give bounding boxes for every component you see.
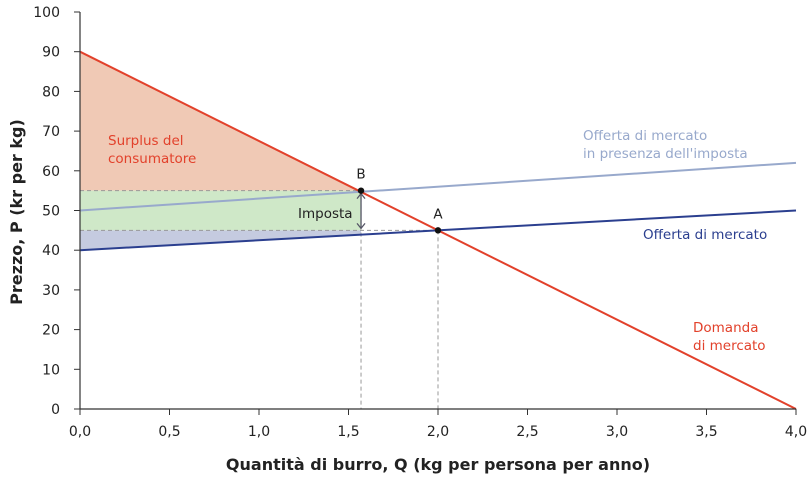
demand-label-1: Domanda bbox=[693, 320, 758, 336]
y-tick-label: 100 bbox=[33, 5, 60, 21]
consumer-surplus-label-2: consumatore bbox=[108, 151, 196, 167]
y-tick-label: 80 bbox=[42, 84, 60, 100]
x-tick-label: 2,0 bbox=[427, 424, 449, 440]
x-tick-label: 0,0 bbox=[69, 424, 91, 440]
x-axis-title: Quantità di burro, Q (kg per persona per… bbox=[226, 455, 650, 474]
y-tick-label: 20 bbox=[42, 323, 60, 339]
x-tick-label: 3,5 bbox=[695, 424, 717, 440]
x-tick-label: 2,5 bbox=[516, 424, 538, 440]
supply-tax-line bbox=[79, 161, 797, 212]
y-tick-label: 70 bbox=[42, 124, 60, 140]
y-tick-label: 10 bbox=[42, 362, 60, 378]
y-tick-label: 30 bbox=[42, 283, 60, 299]
tax-revenue-area bbox=[80, 190, 362, 231]
y-axis-title: Prezzo, P (kr per kg) bbox=[7, 119, 26, 305]
demand-label-2: di mercato bbox=[693, 338, 766, 354]
supply-tax-label-1: Offerta di mercato bbox=[583, 128, 707, 144]
x-tick-label: 3,0 bbox=[606, 424, 628, 440]
y-tick-label: 0 bbox=[51, 402, 60, 418]
tax-arrow-head-down bbox=[356, 222, 366, 230]
y-tick-label: 90 bbox=[42, 45, 60, 61]
x-tick-label: 1,5 bbox=[337, 424, 359, 440]
y-tick-label: 50 bbox=[42, 204, 60, 220]
consumer-surplus-label-1: Surplus del bbox=[108, 133, 184, 149]
supply-label: Offerta di mercato bbox=[643, 227, 767, 243]
point-label-a: A bbox=[433, 206, 443, 222]
supply-tax-label-2: in presenza dell'imposta bbox=[583, 146, 748, 162]
producer-surplus-area bbox=[80, 230, 362, 251]
y-tick-label: 60 bbox=[42, 164, 60, 180]
x-tick-label: 1,0 bbox=[248, 424, 270, 440]
x-tick-label: 4,0 bbox=[785, 424, 807, 440]
y-tick-label: 40 bbox=[42, 243, 60, 259]
point-a bbox=[434, 227, 442, 234]
x-tick-label: 0,5 bbox=[158, 424, 180, 440]
tax-label: Imposta bbox=[298, 206, 353, 222]
point-b bbox=[357, 187, 365, 194]
point-label-b: B bbox=[356, 167, 365, 183]
